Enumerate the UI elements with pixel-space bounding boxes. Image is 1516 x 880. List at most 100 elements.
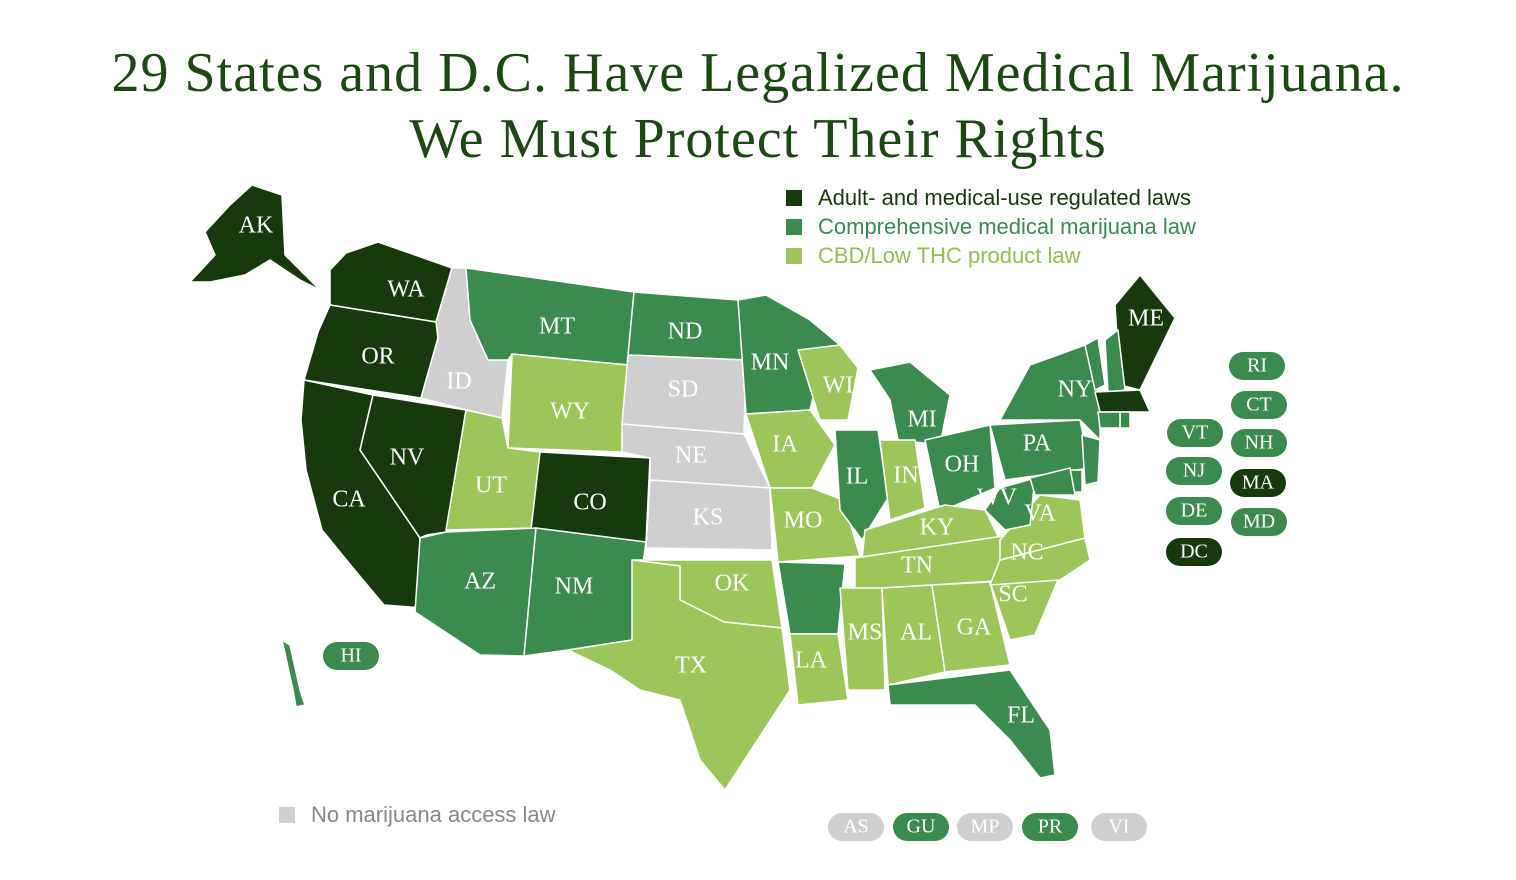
pill-label-pr: PR [1038, 816, 1063, 838]
state-hi [281, 639, 306, 708]
state-ms [839, 587, 886, 691]
legend-label-adult: Adult- and medical-use regulated laws [818, 184, 1191, 210]
pill-bg-dc [1166, 538, 1222, 566]
state-label-ga: GA [957, 615, 992, 641]
pill-label-vt: VT [1182, 422, 1209, 444]
pill-vt: VT [1167, 419, 1223, 447]
pill-bg-vt [1167, 419, 1223, 447]
state-label-nd: ND [668, 319, 703, 345]
state-label-sd: SD [668, 377, 699, 403]
state-label-nm: NM [555, 574, 594, 600]
state-label-wa: WA [387, 277, 425, 303]
legend-swatch-comprehensive [786, 218, 802, 235]
pill-de: DE [1166, 497, 1222, 525]
state-label-ms: MS [848, 620, 883, 646]
labels-layer: AK WA OR CA NV ID MT WY UT CO AZ NM ND SD NE KS OK TX MN IA… [239, 213, 1164, 729]
state-ma [1094, 389, 1151, 413]
state-label-mo: MO [784, 508, 823, 534]
state-nj [1081, 434, 1101, 486]
state-label-la: LA [795, 648, 828, 674]
pill-bg-pr [1022, 813, 1078, 841]
state-va [999, 494, 1086, 561]
pill-bg-nh [1231, 429, 1287, 457]
state-label-ut: UT [475, 473, 507, 499]
legend: Adult- and medical-use regulated laws Co… [786, 183, 1196, 270]
state-tx [567, 559, 791, 791]
state-label-al: AL [900, 620, 932, 646]
state-label-in: IN [893, 463, 918, 489]
pill-label-mp: MP [971, 816, 1000, 838]
pill-pr: PR [1022, 813, 1078, 841]
pill-bg-ma [1230, 469, 1286, 497]
pill-hi: HI [323, 642, 379, 670]
state-me [1114, 274, 1176, 391]
state-label-tn: TN [901, 553, 933, 579]
state-ky [861, 504, 1001, 561]
pill-label-ct: CT [1246, 394, 1272, 416]
page-title: 29 States and D.C. Have Legalized Medica… [0, 40, 1516, 172]
pill-bg-vi [1091, 813, 1147, 841]
state-label-wv: WV [977, 485, 1018, 511]
state-label-mi: MI [907, 407, 936, 433]
state-label-or: OR [361, 344, 394, 370]
state-label-oh: OH [945, 452, 980, 478]
state-ar [777, 561, 846, 635]
legend-swatch-cbd [786, 247, 802, 264]
pill-label-ri: RI [1247, 355, 1267, 377]
state-label-il: IL [846, 464, 869, 490]
legend-swatch-none [279, 806, 295, 823]
state-wi [797, 344, 859, 421]
state-label-mn: MN [751, 350, 790, 376]
pill-nj: NJ [1166, 457, 1222, 485]
state-ct [1097, 411, 1121, 429]
pill-label-gu: GU [907, 816, 936, 838]
pill-as: AS [828, 813, 884, 841]
state-label-ca: CA [332, 487, 366, 513]
states-layer [189, 184, 1176, 791]
state-label-nc: NC [1010, 540, 1043, 566]
state-label-ny: NY [1058, 377, 1093, 403]
pill-label-ma: MA [1242, 472, 1275, 494]
state-ak [189, 184, 321, 291]
legend-item-comprehensive: Comprehensive medical marijuana law [786, 212, 1196, 241]
state-label-sc: SC [998, 582, 1027, 608]
pill-label-de: DE [1181, 500, 1208, 522]
state-ia [745, 409, 836, 489]
pill-vi: VI [1091, 813, 1147, 841]
state-vt [1084, 337, 1106, 391]
state-in [879, 439, 926, 521]
pill-ma: MA [1230, 469, 1286, 497]
pill-dc: DC [1166, 538, 1222, 566]
state-label-ky: KY [920, 515, 955, 541]
state-label-ne: NE [675, 443, 707, 469]
pill-bg-md [1231, 508, 1287, 536]
pill-bg-mp [957, 813, 1013, 841]
state-label-az: AZ [464, 569, 496, 595]
state-label-ks: KS [693, 505, 724, 531]
pills-layer: HI VT NH MA RI CT NJ DE MD DC AS GU MP PR VI [323, 352, 1287, 841]
state-label-wy: WY [550, 399, 590, 425]
pill-bg-gu [893, 813, 949, 841]
state-label-nv: NV [390, 445, 425, 471]
pill-label-as: AS [843, 816, 869, 838]
pill-md: MD [1231, 508, 1287, 536]
pill-bg-hi [323, 642, 379, 670]
state-label-ok: OK [715, 571, 750, 597]
state-label-wi: WI [823, 373, 854, 399]
title-line-2: We Must Protect Their Rights [409, 108, 1107, 170]
pill-ct: CT [1231, 391, 1287, 419]
state-label-mt: MT [539, 314, 575, 340]
legend-item-adult: Adult- and medical-use regulated laws [786, 183, 1196, 212]
state-label-ak: AK [239, 213, 274, 239]
pill-label-vi: VI [1108, 816, 1129, 838]
legend-label-comprehensive: Comprehensive medical marijuana law [818, 213, 1196, 239]
pill-label-md: MD [1243, 511, 1275, 533]
state-label-id: ID [446, 369, 471, 395]
legend-label-none: No marijuana access law [311, 801, 556, 827]
state-label-co: CO [573, 490, 606, 516]
state-label-fl: FL [1007, 703, 1035, 729]
state-wv [984, 477, 1036, 531]
pill-nh: NH [1231, 429, 1287, 457]
